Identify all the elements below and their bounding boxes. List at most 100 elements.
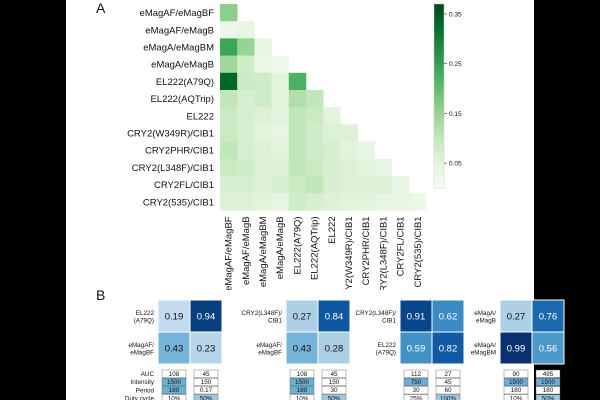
heatmap-cell — [357, 176, 376, 194]
heatmap-cell — [374, 158, 393, 177]
param-cell — [435, 394, 461, 400]
heatmap-cell — [254, 124, 272, 142]
param-value: 100% — [440, 395, 457, 400]
matrix-cell-value: 0.56 — [539, 344, 558, 355]
matrix-cell-value: 0.27 — [293, 312, 312, 323]
heatmap-cell — [323, 193, 341, 211]
row-label: CRY2(L348F)/CIB1 — [132, 163, 214, 174]
param-value: 10% — [168, 395, 181, 400]
heatmap-cell — [237, 90, 255, 108]
matrix-cell-value: 0.84 — [325, 312, 344, 323]
param-cell — [535, 386, 561, 395]
param-cell — [503, 369, 529, 378]
param-value: 27 — [444, 371, 452, 378]
heatmap-cell — [237, 21, 255, 39]
heatmap-cell — [254, 38, 272, 56]
param-cell — [403, 377, 429, 386]
param-value: 112 — [411, 371, 422, 378]
param-cell — [435, 386, 461, 395]
heatmap-cell — [271, 141, 290, 160]
column-label: eMagA/eMagB — [275, 216, 286, 279]
param-cell — [289, 394, 315, 400]
param-value: 60 — [444, 387, 452, 394]
heatmap-cell — [288, 158, 307, 177]
column-label: CRY2(W349R)/CIB1 — [344, 216, 355, 290]
heatmap-cell — [340, 176, 358, 194]
heatmap-cell — [392, 193, 410, 211]
heatmap-cell — [288, 124, 307, 142]
heatmap-cell — [220, 107, 238, 125]
param-cell — [503, 386, 529, 395]
param-cell — [535, 369, 561, 378]
heatmap-cell — [271, 107, 290, 125]
heatmap-cell — [288, 176, 307, 194]
column-label: eMagAF/eMagB — [241, 216, 252, 285]
param-value: 45 — [330, 371, 338, 378]
matrix-row-label: eMagBM — [471, 349, 496, 356]
heatmap-cell — [254, 193, 272, 211]
heatmap-cell — [306, 176, 324, 194]
column-label: CRY2PHR/CIB1 — [361, 216, 372, 285]
heatmap-cell — [271, 55, 290, 74]
heatmap-cell — [254, 141, 272, 160]
heatmap-cell — [288, 72, 307, 91]
heatmap-cell — [392, 176, 410, 194]
param-value: 180 — [543, 387, 554, 394]
matrix-cell-value: 0.76 — [539, 312, 558, 323]
heatmap-cell — [271, 193, 290, 211]
heatmap-cell — [323, 158, 341, 177]
heatmap-cell — [220, 90, 238, 108]
param-row-label: Duty cycle — [125, 396, 155, 400]
matrix-cell-value: 0.94 — [197, 312, 216, 323]
heatmap-cell — [237, 193, 255, 211]
heatmap-cell — [271, 124, 290, 142]
matrix-cell — [499, 331, 533, 365]
colorbar-tick-label: 0.35 — [449, 11, 462, 18]
param-value: 50% — [200, 395, 213, 400]
panel-a-label: A — [96, 0, 106, 16]
param-cell — [161, 377, 187, 386]
heatmap-cell — [271, 90, 290, 108]
heatmap-cell — [237, 72, 255, 91]
param-value: 180 — [297, 387, 308, 394]
heatmap-cell — [220, 124, 238, 142]
param-value: 180 — [511, 387, 522, 394]
param-value: 50% — [542, 395, 555, 400]
matrix-row-label: EL222 — [378, 342, 397, 349]
matrix-cell-value: 0.23 — [197, 344, 216, 355]
heatmap-cell — [374, 193, 393, 211]
matrix-row-label: eMagB — [476, 317, 496, 324]
param-cell — [503, 377, 529, 386]
column-label: EL222(A79Q) — [292, 216, 303, 274]
heatmap-cell — [220, 193, 238, 211]
heatmap-cell — [220, 55, 238, 74]
matrix-row-label: CRY2(L348F)/ — [356, 310, 397, 317]
matrix-cell — [189, 299, 223, 333]
heatmap-cell — [306, 158, 324, 177]
matrix-cell-value: 0.43 — [293, 344, 312, 355]
heatmap-cell — [340, 141, 358, 160]
matrix-row-label: (A79Q) — [134, 317, 154, 324]
param-cell — [535, 394, 561, 400]
heatmap-cell — [220, 38, 238, 56]
param-cell — [321, 377, 347, 386]
param-value: 1500 — [541, 379, 556, 386]
matrix-row-label: (A79Q) — [376, 349, 396, 356]
row-label: EL222 — [187, 111, 214, 122]
heatmap-cell — [237, 107, 255, 125]
heatmap-cell — [237, 176, 255, 194]
colorbar — [433, 3, 445, 189]
row-label: CRY2PHR/CIB1 — [145, 146, 214, 157]
heatmap-cell — [220, 4, 238, 22]
param-cell — [403, 394, 429, 400]
heatmap-cell — [220, 176, 238, 194]
row-label: eMagA/eMagB — [151, 60, 214, 71]
matrix-row-label: eMagAF/ — [128, 342, 154, 349]
matrix-row-label: CIB1 — [382, 317, 396, 324]
param-value: 1500 — [167, 379, 182, 386]
row-label: CRY2(535)/CIB1 — [143, 197, 214, 208]
param-cell — [193, 369, 219, 378]
heatmap-cell — [271, 72, 290, 91]
param-cell — [289, 377, 315, 386]
matrix-cell-value: 0.28 — [325, 344, 344, 355]
